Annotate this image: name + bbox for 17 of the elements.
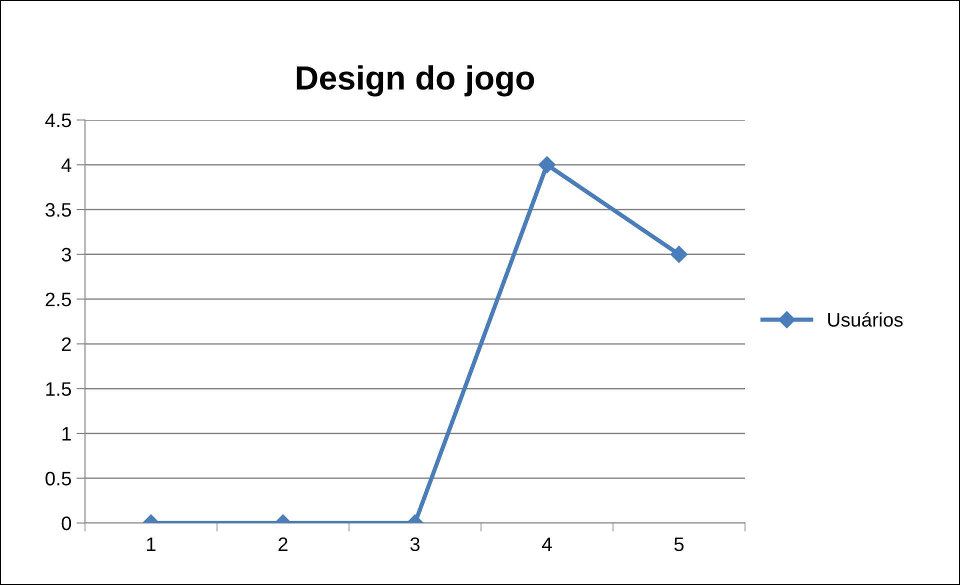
chart-title: Design do jogo xyxy=(296,65,534,97)
y-tick-label: 4 xyxy=(61,158,72,172)
y-tick-label: 2.5 xyxy=(46,292,71,306)
y-tick-label: 4.5 xyxy=(45,114,71,128)
y-tick-label: 0 xyxy=(62,516,72,530)
y-tick-label: 2 xyxy=(62,337,71,351)
y-tick-label: 1.5 xyxy=(46,382,71,396)
x-tick-label: 4 xyxy=(542,538,552,551)
legend-label: Usuários xyxy=(828,312,903,327)
y-tick-label: 1 xyxy=(62,427,71,440)
x-tick-label: 5 xyxy=(674,538,684,552)
y-tick-label: 3 xyxy=(62,248,71,262)
x-tick-label: 2 xyxy=(278,537,288,551)
y-tick-label: 3.5 xyxy=(46,203,71,217)
x-tick-label: 3 xyxy=(410,537,420,552)
x-tick-label: 1 xyxy=(147,538,156,551)
y-tick-label: 0.5 xyxy=(46,472,71,486)
